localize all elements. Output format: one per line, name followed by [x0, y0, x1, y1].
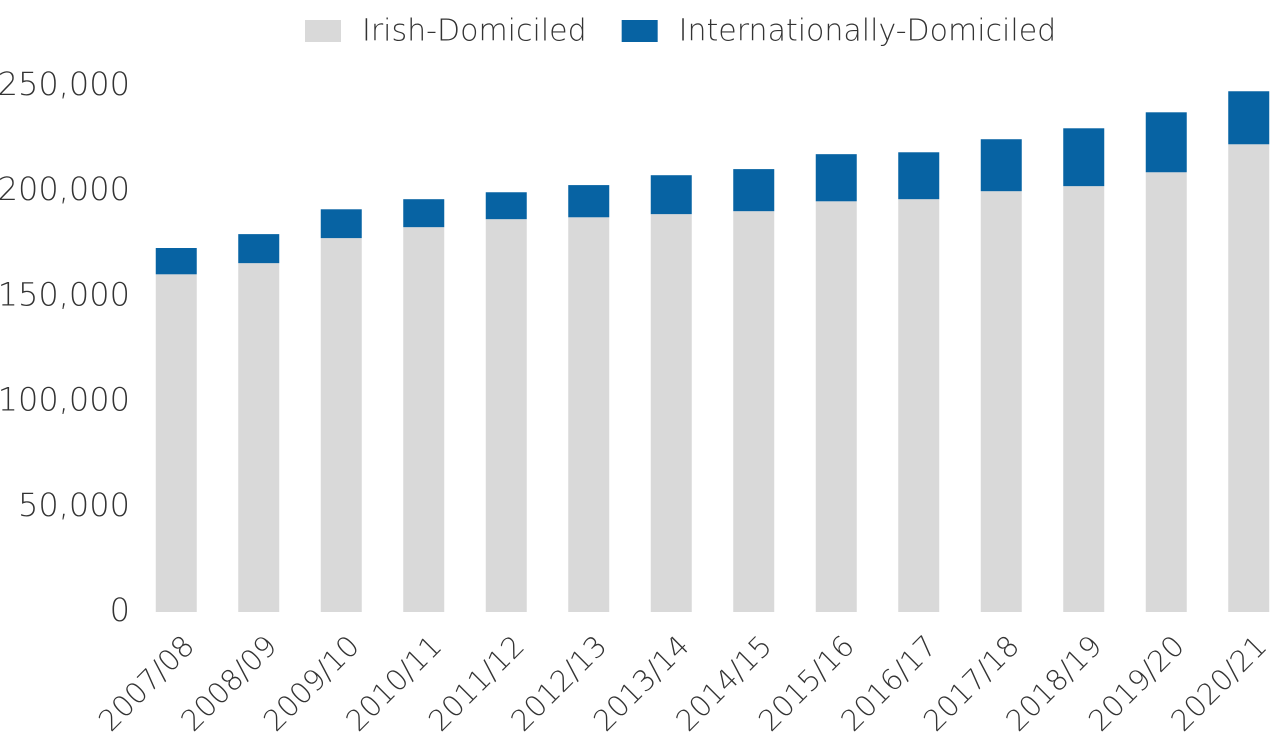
bar-segment	[980, 191, 1022, 612]
bar-segment	[733, 211, 775, 613]
legend-label: Internationally-Domiciled	[679, 14, 1057, 49]
y-tick-label: 150,000	[0, 275, 130, 313]
y-tick-label: 50,000	[18, 486, 130, 524]
bar-segment	[1063, 186, 1105, 613]
bar-segment	[815, 201, 857, 612]
y-tick-label: 100,000	[0, 381, 130, 419]
bar-segment	[815, 154, 857, 202]
bar-segment	[238, 263, 280, 612]
legend-swatch	[621, 20, 658, 42]
bar-segment	[403, 227, 445, 612]
bar-segment	[650, 214, 692, 612]
bar-segment	[1145, 172, 1187, 612]
bar-segment	[238, 234, 280, 264]
bar-segment	[980, 139, 1022, 192]
bar-segment	[1145, 112, 1187, 173]
bar-segment	[568, 217, 610, 612]
bar-segment	[1063, 128, 1105, 187]
y-tick-label: 200,000	[0, 170, 130, 208]
bar-segment	[320, 238, 362, 612]
y-tick-label: 250,000	[0, 65, 130, 103]
bar-segment	[898, 152, 940, 200]
y-tick-label: 0	[110, 591, 130, 629]
bar-segment	[568, 185, 610, 218]
bar-segment	[485, 192, 527, 220]
bar-segment	[733, 169, 775, 212]
bar-segment	[155, 248, 197, 275]
bar-segment	[650, 175, 692, 215]
bar-segment	[1228, 91, 1270, 145]
legend-swatch	[305, 20, 341, 42]
legend-label: Irish-Domiciled	[362, 14, 587, 49]
bar-segment	[485, 219, 527, 612]
bar-segment	[155, 274, 197, 612]
bar-segment	[898, 199, 940, 613]
bar-segment	[403, 199, 445, 228]
bar-segment	[320, 209, 362, 239]
bar-segment	[1228, 144, 1270, 612]
